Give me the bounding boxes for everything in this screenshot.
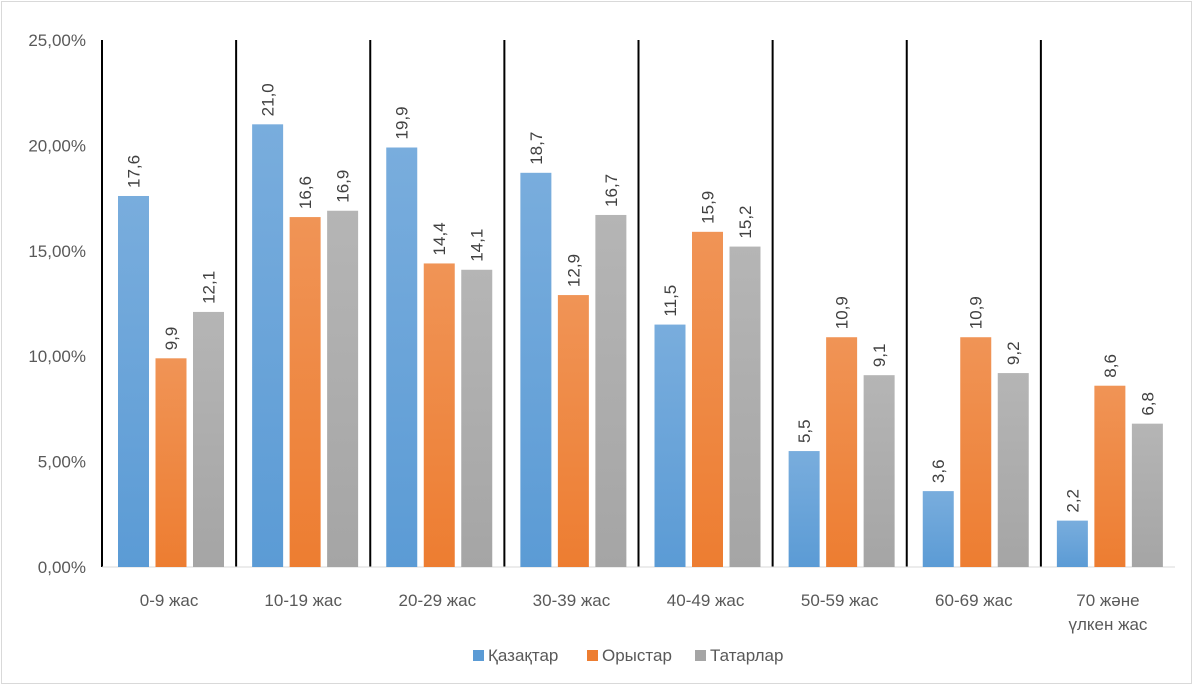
x-tick-label: 30-39 жас bbox=[533, 591, 611, 610]
y-tick-label: 5,00% bbox=[38, 453, 86, 472]
bar bbox=[1094, 385, 1126, 567]
data-label: 15,2 bbox=[736, 205, 755, 238]
bar bbox=[1131, 423, 1163, 567]
legend-label: Орыстар bbox=[602, 646, 672, 665]
data-label: 14,1 bbox=[468, 229, 487, 262]
legend-swatch bbox=[473, 650, 484, 661]
data-label: 10,9 bbox=[967, 296, 986, 329]
bar bbox=[193, 311, 224, 567]
data-label: 16,6 bbox=[296, 176, 315, 209]
legend-item: Қазақтар bbox=[473, 646, 558, 665]
legend-item: Татарлар bbox=[695, 646, 783, 665]
legend-swatch bbox=[587, 650, 598, 661]
legend-swatch bbox=[695, 650, 706, 661]
bar bbox=[461, 269, 493, 567]
bar bbox=[654, 324, 686, 567]
bar bbox=[327, 210, 359, 568]
y-tick-label: 10,00% bbox=[28, 347, 86, 366]
data-label: 12,9 bbox=[564, 254, 583, 287]
data-label: 21,0 bbox=[259, 83, 278, 116]
bar bbox=[289, 217, 321, 567]
legend: Қазақтар Орыстар Татарлар bbox=[473, 646, 783, 665]
bar bbox=[423, 263, 455, 567]
x-tick-label: 50-59 жас bbox=[801, 591, 879, 610]
category-separators bbox=[101, 40, 1042, 567]
x-tick-label: 20-29 жас bbox=[399, 591, 477, 610]
y-tick-label: 20,00% bbox=[28, 136, 86, 155]
bar bbox=[1056, 520, 1088, 567]
x-tick-label: 0-9 жас bbox=[140, 591, 199, 610]
legend-item: Орыстар bbox=[587, 646, 672, 665]
y-tick-label: 0,00% bbox=[38, 558, 86, 577]
bar bbox=[118, 195, 149, 567]
x-tick-label: 60-69 жас bbox=[935, 591, 1013, 610]
x-tick-label: 10-19 жас bbox=[264, 591, 342, 610]
data-label: 15,9 bbox=[699, 191, 718, 224]
legend-label: Қазақтар bbox=[488, 646, 558, 665]
data-label: 16,9 bbox=[334, 170, 353, 203]
bar bbox=[922, 491, 954, 567]
data-label: 8,6 bbox=[1101, 354, 1120, 378]
data-label: 9,2 bbox=[1004, 341, 1023, 365]
data-label: 12,1 bbox=[200, 271, 219, 304]
bars bbox=[118, 124, 1163, 568]
data-label: 11,5 bbox=[661, 285, 680, 317]
x-axis-ticks: 0-9 жас 10-19 жас 20-29 жас 30-39 жас 40-49 … bbox=[140, 591, 1148, 634]
bar bbox=[520, 172, 552, 567]
bar bbox=[960, 337, 992, 567]
data-label: 14,4 bbox=[430, 222, 449, 255]
y-tick-label: 15,00% bbox=[28, 242, 86, 261]
data-labels: 17,6 9,9 12,1 21,0 16,6 16,9 19,9 14,4 14,1 18,7 1… bbox=[125, 83, 1158, 512]
bar bbox=[692, 231, 723, 567]
bar bbox=[557, 295, 589, 567]
data-label: 6,8 bbox=[1138, 392, 1157, 416]
legend-label: Татарлар bbox=[710, 646, 783, 665]
bar bbox=[863, 375, 895, 567]
data-label: 17,6 bbox=[125, 155, 144, 188]
data-label: 5,5 bbox=[795, 419, 814, 443]
bar bbox=[788, 451, 820, 567]
bar bbox=[997, 373, 1029, 567]
bar bbox=[729, 246, 761, 568]
bar bbox=[386, 147, 418, 567]
x-tick-label: 70 және үлкен жас bbox=[1068, 591, 1147, 634]
bar bbox=[826, 337, 858, 567]
y-tick-label: 25,00% bbox=[28, 31, 86, 50]
data-label: 2,2 bbox=[1063, 489, 1082, 513]
data-label: 10,9 bbox=[833, 296, 852, 329]
bar bbox=[595, 214, 627, 568]
x-tick-label: 40-49 жас bbox=[667, 591, 745, 610]
data-label: 9,1 bbox=[870, 344, 889, 368]
bar bbox=[155, 358, 187, 567]
data-label: 3,6 bbox=[929, 459, 948, 483]
bar bbox=[252, 124, 284, 567]
data-label: 9,9 bbox=[162, 327, 181, 351]
data-label: 18,7 bbox=[527, 132, 546, 165]
data-label: 19,9 bbox=[393, 106, 412, 139]
data-label: 16,7 bbox=[602, 174, 621, 207]
